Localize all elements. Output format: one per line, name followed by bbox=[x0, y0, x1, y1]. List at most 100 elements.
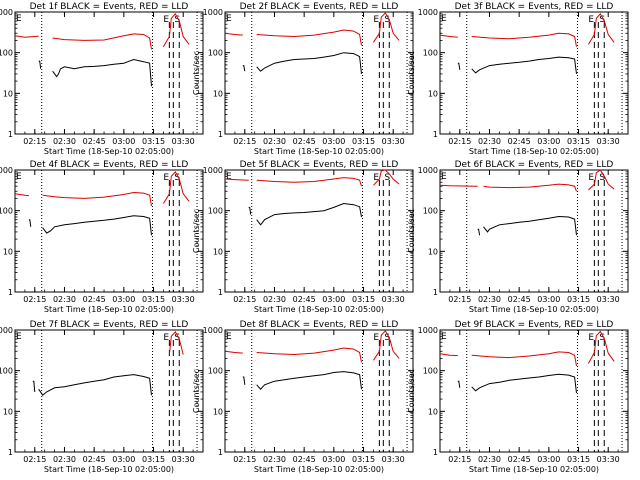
series-lld-segment-3 bbox=[162, 171, 190, 204]
detector-panel-7: Det 7f BLACK = Events, RED = LLD 1 10 100 10… bbox=[0, 320, 204, 474]
series-lld-segment-2 bbox=[42, 191, 152, 207]
x-axis-label: Start Time (18-Sep-10 02:05:00) bbox=[469, 305, 599, 314]
x-tick-label: 02:15 bbox=[233, 455, 256, 464]
series-events-segment-1 bbox=[32, 380, 36, 392]
y-tick-label: 10 bbox=[428, 407, 438, 416]
interval-annotation-e: E bbox=[163, 333, 169, 343]
x-tick-label: 03:30 bbox=[382, 295, 405, 304]
x-tick-label: 02:45 bbox=[83, 295, 106, 304]
y-tick-label: 1000 bbox=[203, 326, 223, 335]
detector-panel-8: Det 8f BLACK = Events, RED = LLD 1 10 100 10… bbox=[192, 320, 414, 474]
interval-annotation-e: E bbox=[373, 333, 379, 343]
y-tick-label: 100 bbox=[423, 367, 438, 376]
interval-annotation-e: E bbox=[588, 173, 594, 183]
series-lld-segment-2 bbox=[471, 351, 577, 367]
series-lld-segment-2 bbox=[483, 183, 577, 192]
series-lld-segment-1 bbox=[439, 34, 458, 38]
x-tick-label: 03:30 bbox=[172, 137, 195, 146]
series-events-segment-1 bbox=[28, 219, 32, 227]
series-lld-segment-3 bbox=[372, 12, 400, 43]
series-events-segment-2 bbox=[38, 374, 152, 396]
interval-annotation-e: E bbox=[588, 333, 594, 343]
interval-annotation-e: E bbox=[373, 15, 379, 25]
series-lld-segment-1 bbox=[14, 193, 29, 197]
left-edge-annotation: E bbox=[16, 172, 22, 182]
x-tick-label: 03:00 bbox=[322, 295, 345, 304]
series-lld-segment-2 bbox=[256, 177, 362, 187]
x-tick-label: 03:30 bbox=[172, 455, 195, 464]
y-tick-label: 1000 bbox=[0, 8, 13, 17]
series-lld-segment-3 bbox=[373, 169, 400, 186]
x-tick-label: 02:45 bbox=[508, 295, 531, 304]
series-lld-segment-3 bbox=[162, 13, 190, 47]
x-tick-label: 02:15 bbox=[233, 295, 256, 304]
x-tick-label: 03:00 bbox=[537, 137, 560, 146]
y-tick-label: 100 bbox=[0, 49, 13, 58]
panel-title: Det 8f BLACK = Events, RED = LLD bbox=[240, 320, 399, 330]
y-tick-label: 100 bbox=[208, 49, 223, 58]
interval-annotation-s: S bbox=[599, 173, 605, 183]
y-tick-label: 1000 bbox=[0, 166, 13, 175]
y-tick-label: 1000 bbox=[418, 8, 438, 17]
detector-panel-9: Det 9f BLACK = Events, RED = LLD 1 10 100 10… bbox=[407, 320, 629, 474]
x-tick-label: 02:30 bbox=[53, 295, 76, 304]
x-tick-label: 03:30 bbox=[597, 137, 620, 146]
x-tick-label: 02:30 bbox=[478, 455, 501, 464]
detector-panel-2: Det 2f BLACK = Events, RED = LLD 1 10 100 10… bbox=[192, 2, 414, 156]
detector-panel-1: Det 1f BLACK = Events, RED = LLD 1 10 100 10… bbox=[0, 2, 204, 156]
x-axis-label: Start Time (18-Sep-10 02:05:00) bbox=[44, 305, 174, 314]
x-tick-label: 03:15 bbox=[352, 455, 375, 464]
x-tick-label: 02:30 bbox=[478, 295, 501, 304]
plot-frame bbox=[14, 329, 204, 453]
x-tick-label: 02:45 bbox=[508, 455, 531, 464]
interval-annotation-s: S bbox=[599, 15, 605, 25]
x-axis-label: Start Time (18-Sep-10 02:05:00) bbox=[469, 465, 599, 474]
left-edge-annotation: E bbox=[226, 172, 232, 182]
panel-title: Det 1f BLACK = Events, RED = LLD bbox=[30, 2, 189, 12]
left-edge-annotation: E bbox=[441, 14, 447, 24]
x-tick-label: 02:15 bbox=[23, 455, 46, 464]
series-lld-segment-1 bbox=[168, 331, 184, 355]
x-axis-label: Start Time (18-Sep-10 02:05:00) bbox=[44, 465, 174, 474]
series-events-segment-1 bbox=[248, 206, 252, 215]
series-events-segment-1 bbox=[457, 380, 461, 388]
x-tick-label: 03:30 bbox=[172, 295, 195, 304]
x-tick-label: 02:15 bbox=[23, 137, 46, 146]
series-events-segment-2 bbox=[471, 56, 577, 74]
x-tick-label: 02:15 bbox=[23, 295, 46, 304]
detector-panel-5: Det 5f BLACK = Events, RED = LLD 1 10 100 10… bbox=[192, 160, 414, 314]
plot-frame bbox=[14, 169, 204, 293]
y-tick-label: 1 bbox=[8, 448, 13, 457]
x-tick-label: 03:00 bbox=[112, 295, 135, 304]
x-tick-label: 03:00 bbox=[322, 455, 345, 464]
series-lld-segment-1 bbox=[224, 350, 243, 354]
y-tick-label: 100 bbox=[208, 207, 223, 216]
y-tick-label: 1 bbox=[8, 288, 13, 297]
y-tick-label: 10 bbox=[428, 89, 438, 98]
series-events-segment-2 bbox=[52, 58, 152, 87]
y-tick-label: 100 bbox=[423, 207, 438, 216]
x-tick-label: 03:15 bbox=[567, 295, 590, 304]
series-events-segment-2 bbox=[42, 215, 152, 236]
series-events-segment-1 bbox=[477, 228, 481, 236]
x-tick-label: 02:15 bbox=[233, 137, 256, 146]
interval-annotation-e: E bbox=[163, 173, 169, 183]
y-tick-label: 1 bbox=[433, 130, 438, 139]
y-tick-label: 10 bbox=[3, 247, 13, 256]
left-edge-annotation: E bbox=[226, 332, 232, 342]
x-tick-label: 02:45 bbox=[83, 137, 106, 146]
x-tick-label: 02:30 bbox=[263, 295, 286, 304]
y-tick-label: 100 bbox=[423, 49, 438, 58]
y-axis-label: Counts/sec bbox=[192, 51, 201, 95]
x-tick-label: 03:00 bbox=[112, 455, 135, 464]
y-tick-label: 1000 bbox=[0, 326, 13, 335]
series-lld-segment-2 bbox=[256, 347, 362, 363]
plot-frame bbox=[224, 329, 414, 453]
plot-frame bbox=[224, 169, 414, 293]
x-tick-label: 02:45 bbox=[83, 455, 106, 464]
series-lld-segment-2 bbox=[471, 32, 577, 47]
y-tick-label: 10 bbox=[428, 247, 438, 256]
x-tick-label: 03:15 bbox=[352, 295, 375, 304]
interval-annotation-s: S bbox=[384, 333, 390, 343]
left-edge-annotation: E bbox=[441, 172, 447, 182]
